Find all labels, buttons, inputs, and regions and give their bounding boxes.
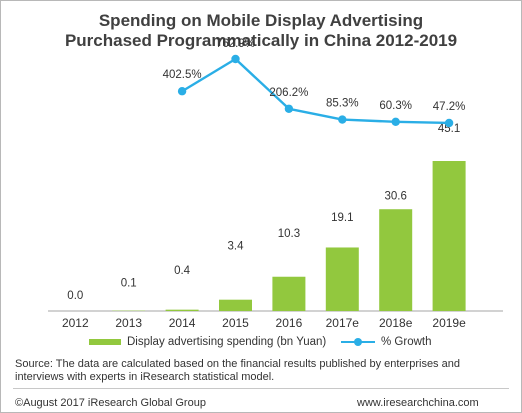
bar-value-label: 19.1 bbox=[331, 212, 353, 224]
legend-line-label: % Growth bbox=[381, 336, 432, 348]
chart-title-line-1: Spending on Mobile Display Advertising bbox=[98, 11, 424, 30]
bar-value-label: 3.4 bbox=[228, 241, 245, 253]
growth-value-label: 402.5% bbox=[163, 69, 202, 81]
bar-2014 bbox=[165, 309, 199, 311]
growth-line bbox=[181, 57, 450, 125]
growth-value-label: 60.3% bbox=[379, 100, 412, 112]
growth-point-2016 bbox=[284, 104, 294, 113]
growth-value-label: 206.2% bbox=[269, 87, 308, 99]
legend-bar-swatch bbox=[89, 339, 121, 345]
x-tick-label: 2019e bbox=[432, 316, 466, 330]
x-tick-label: 2014 bbox=[169, 316, 196, 330]
bar-2016 bbox=[272, 276, 306, 311]
combo-chart: 2012 2013 2014 2015 2016 2017e 2018e 2019e 0.0 0.… bbox=[48, 38, 503, 330]
x-tick-label: 2016 bbox=[276, 316, 303, 330]
footer-copyright: ©August 2017 iResearch Global Group bbox=[15, 397, 206, 409]
x-tick-label: 2015 bbox=[222, 316, 249, 330]
legend-bar-series: Display advertising spending (bn Yuan) bbox=[89, 336, 326, 348]
x-tick-label: 2017e bbox=[326, 316, 360, 330]
bar-2015 bbox=[219, 299, 252, 311]
bar-2018e bbox=[379, 209, 413, 311]
growth-point-2014 bbox=[177, 87, 187, 96]
bar-2019e bbox=[432, 161, 466, 311]
growth-point-2019e bbox=[444, 118, 454, 128]
legend-line-swatch bbox=[341, 337, 375, 347]
bar-value-label: 30.6 bbox=[385, 191, 407, 203]
bar-value-label: 0.1 bbox=[121, 278, 137, 290]
chart-title-line-2: Purchased Programmatically in China 2012… bbox=[64, 31, 458, 50]
bar-value-label: 10.3 bbox=[278, 228, 300, 240]
legend-line-series: % Growth bbox=[341, 336, 432, 348]
growth-point-2017e bbox=[338, 115, 347, 124]
growth-value-label: 762.9% bbox=[216, 38, 255, 50]
x-tick-label: 2013 bbox=[115, 316, 142, 330]
footer-divider bbox=[13, 388, 509, 389]
growth-value-label: 47.2% bbox=[433, 101, 466, 113]
bar-2017e bbox=[325, 247, 359, 311]
x-tick-label: 2012 bbox=[62, 316, 89, 330]
bar-value-label: 0.4 bbox=[174, 265, 191, 277]
legend-bar-label: Display advertising spending (bn Yuan) bbox=[127, 336, 327, 348]
growth-point-2018e bbox=[391, 117, 400, 127]
growth-point-2015 bbox=[231, 54, 240, 64]
growth-value-label: 85.3% bbox=[326, 98, 359, 110]
bar-value-label: 45.1 bbox=[438, 123, 460, 135]
bar-value-label: 0.0 bbox=[67, 290, 83, 302]
x-tick-label: 2018e bbox=[379, 316, 413, 330]
source-note: Source: The data are calculated based on… bbox=[15, 358, 460, 383]
footer-website: www.iresearchchina.com bbox=[357, 397, 479, 409]
